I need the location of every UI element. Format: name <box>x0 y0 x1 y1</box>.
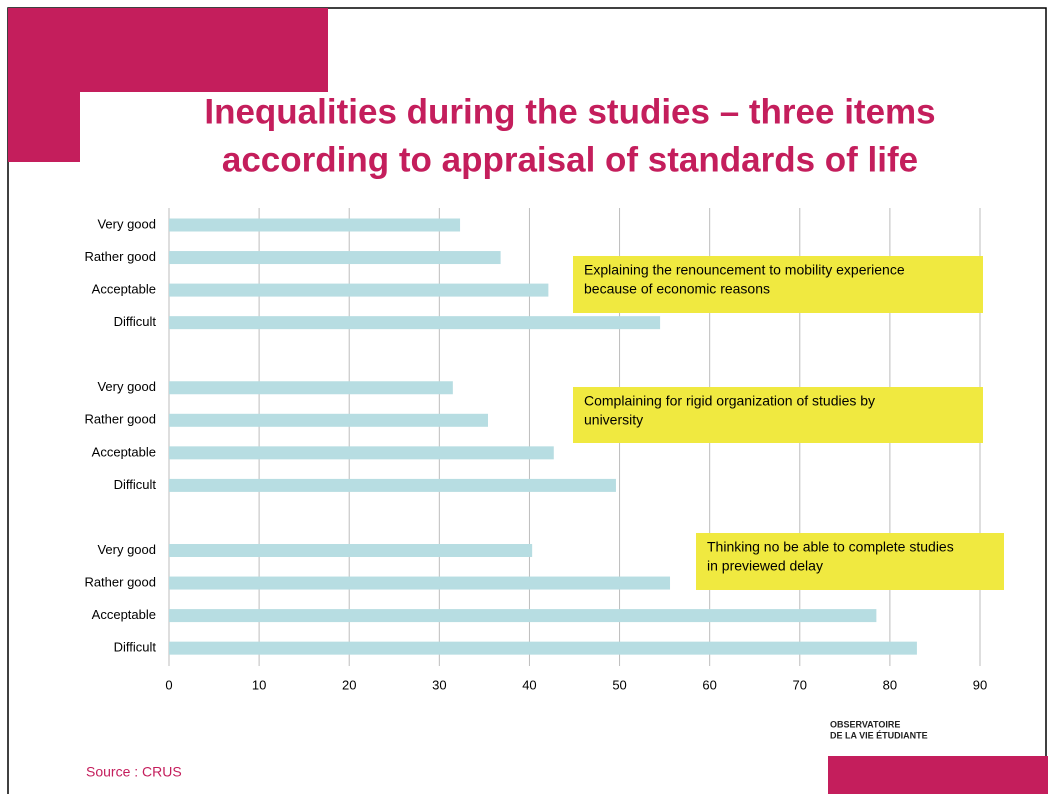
annotation-box <box>573 256 983 313</box>
y-tick-label: Acceptable <box>92 282 156 297</box>
y-tick-label: Difficult <box>114 640 157 655</box>
y-tick-label: Rather good <box>84 574 156 589</box>
annotation: university <box>584 412 643 428</box>
bar <box>169 316 661 330</box>
y-tick-label: Acceptable <box>92 607 156 622</box>
bar <box>169 544 533 557</box>
annotation-box <box>573 387 983 443</box>
x-tick-label: 50 <box>612 677 626 692</box>
logo: OBSERVATOIRE <box>830 719 900 729</box>
source: Source : CRUS <box>86 764 182 780</box>
bar <box>169 576 671 590</box>
chart-title: according to appraisal of standards of l… <box>222 140 918 179</box>
bar <box>169 641 917 655</box>
x-tick-label: 10 <box>252 677 266 692</box>
corner-block <box>8 8 328 92</box>
bar <box>169 251 501 265</box>
y-tick-label: Very good <box>97 379 156 394</box>
y-tick-label: Difficult <box>114 314 157 329</box>
bar <box>169 609 877 623</box>
y-tick-label: Acceptable <box>92 444 156 459</box>
x-tick-label: 80 <box>883 677 897 692</box>
bar <box>169 381 453 395</box>
bar <box>169 478 616 492</box>
x-tick-label: 40 <box>522 677 536 692</box>
annotation: Thinking no be able to complete studies <box>707 539 954 555</box>
y-tick-label: Difficult <box>114 477 157 492</box>
bar <box>169 283 549 297</box>
x-tick-label: 30 <box>432 677 446 692</box>
corner-block <box>8 92 80 162</box>
annotation: Complaining for rigid organization of st… <box>584 393 875 409</box>
x-tick-label: 0 <box>165 677 172 692</box>
slide-frame <box>7 7 1047 794</box>
bar <box>169 413 488 427</box>
bar <box>169 446 554 460</box>
x-tick-label: 90 <box>973 677 987 692</box>
corner-block <box>828 756 1048 794</box>
annotation: in previewed delay <box>707 558 823 574</box>
x-tick-label: 60 <box>702 677 716 692</box>
y-tick-label: Rather good <box>84 412 156 427</box>
y-tick-label: Very good <box>97 542 156 557</box>
bar <box>169 218 461 232</box>
logo: DE LA VIE ÉTUDIANTE <box>830 730 928 740</box>
chart-title: Inequalities during the studies – three … <box>204 92 935 131</box>
x-tick-label: 70 <box>793 677 807 692</box>
annotation: Explaining the renouncement to mobility … <box>584 262 905 278</box>
annotation: because of economic reasons <box>584 281 770 297</box>
y-tick-label: Rather good <box>84 249 156 264</box>
y-tick-label: Very good <box>97 216 156 231</box>
x-tick-label: 20 <box>342 677 356 692</box>
annotation-box <box>696 533 1004 590</box>
